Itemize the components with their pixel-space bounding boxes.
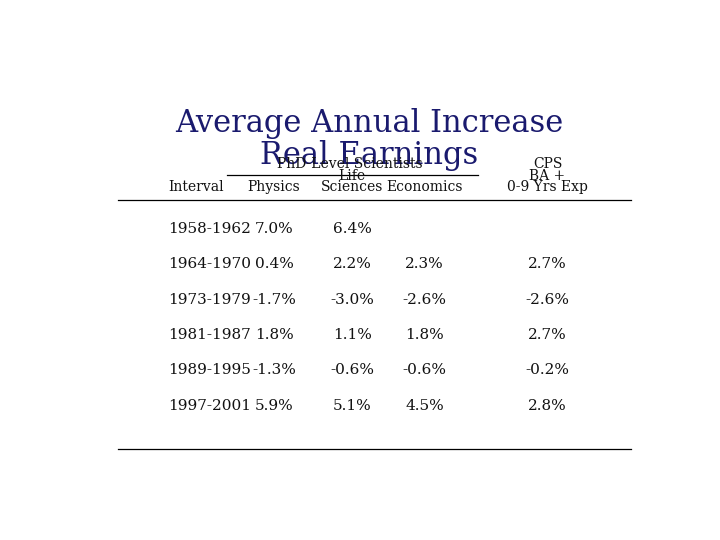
- Text: 1.8%: 1.8%: [255, 328, 294, 342]
- Text: -2.6%: -2.6%: [402, 293, 447, 307]
- Text: 2.8%: 2.8%: [528, 399, 567, 413]
- Text: -3.0%: -3.0%: [330, 293, 374, 307]
- Text: 1.8%: 1.8%: [405, 328, 444, 342]
- Text: 0.4%: 0.4%: [255, 258, 294, 272]
- Text: 4.5%: 4.5%: [405, 399, 444, 413]
- Text: 1997-2001: 1997-2001: [168, 399, 251, 413]
- Text: 1958-1962: 1958-1962: [168, 222, 251, 236]
- Text: Sciences: Sciences: [321, 180, 384, 194]
- Text: 6.4%: 6.4%: [333, 222, 372, 236]
- Text: BA +: BA +: [529, 170, 566, 183]
- Text: 7.0%: 7.0%: [255, 222, 294, 236]
- Text: 2.7%: 2.7%: [528, 328, 567, 342]
- Text: -0.2%: -0.2%: [526, 363, 570, 377]
- Text: -1.3%: -1.3%: [252, 363, 296, 377]
- Text: -0.6%: -0.6%: [402, 363, 447, 377]
- Text: Physics: Physics: [248, 180, 300, 194]
- Text: 5.1%: 5.1%: [333, 399, 372, 413]
- Text: 2.7%: 2.7%: [528, 258, 567, 272]
- Text: 1.1%: 1.1%: [333, 328, 372, 342]
- Text: PhD-Level Scientists: PhD-Level Scientists: [276, 157, 423, 171]
- Text: Real Earnings: Real Earnings: [260, 140, 478, 171]
- Text: Interval: Interval: [168, 180, 224, 194]
- Text: Economics: Economics: [387, 180, 463, 194]
- Text: -2.6%: -2.6%: [526, 293, 570, 307]
- Text: 1981-1987: 1981-1987: [168, 328, 251, 342]
- Text: 2.3%: 2.3%: [405, 258, 444, 272]
- Text: 1973-1979: 1973-1979: [168, 293, 251, 307]
- Text: 2.2%: 2.2%: [333, 258, 372, 272]
- Text: 1989-1995: 1989-1995: [168, 363, 251, 377]
- Text: 1964-1970: 1964-1970: [168, 258, 251, 272]
- Text: -0.6%: -0.6%: [330, 363, 374, 377]
- Text: 0-9 Yrs Exp: 0-9 Yrs Exp: [507, 180, 588, 194]
- Text: -1.7%: -1.7%: [252, 293, 296, 307]
- Text: CPS: CPS: [533, 157, 562, 171]
- Text: 5.9%: 5.9%: [255, 399, 294, 413]
- Text: Life: Life: [338, 170, 366, 183]
- Text: Average Annual Increase: Average Annual Increase: [175, 109, 563, 139]
